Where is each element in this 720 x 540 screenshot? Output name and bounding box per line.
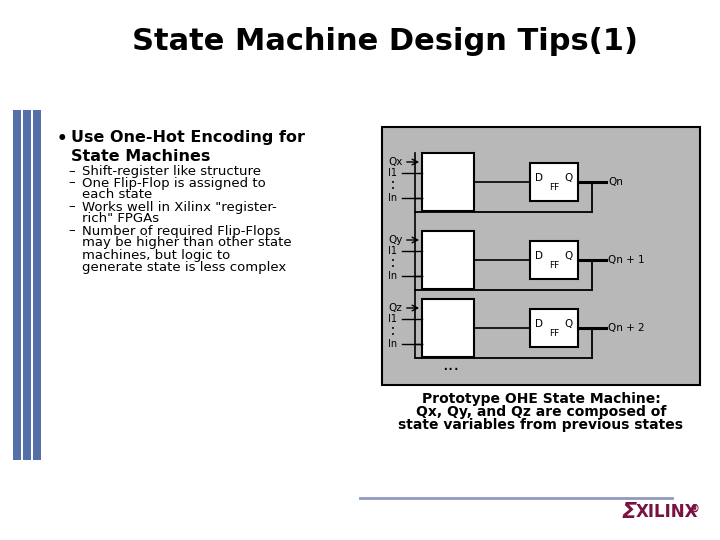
Bar: [530, 309, 578, 347]
Text: Q: Q: [564, 319, 573, 329]
Text: –: –: [68, 200, 75, 213]
Text: generate state is less complex: generate state is less complex: [82, 261, 287, 274]
Text: I1: I1: [388, 246, 397, 256]
Text: Qx: Qx: [388, 157, 402, 167]
Text: ®: ®: [690, 504, 700, 514]
Text: XILINX: XILINX: [636, 503, 698, 521]
Bar: [422, 153, 474, 211]
Text: Qn: Qn: [608, 177, 623, 187]
Bar: [382, 127, 700, 385]
Text: D: D: [535, 251, 543, 261]
Text: •: •: [391, 326, 395, 332]
Bar: [422, 231, 474, 289]
Text: •: •: [391, 186, 395, 192]
Text: –: –: [68, 165, 75, 178]
Text: •: •: [391, 332, 395, 338]
Text: D: D: [535, 173, 543, 183]
Text: Prototype OHE State Machine:: Prototype OHE State Machine:: [422, 392, 660, 406]
Text: machines, but logic to: machines, but logic to: [82, 248, 230, 261]
Text: ...: ...: [442, 356, 459, 374]
Text: Number of required Flip-Flops: Number of required Flip-Flops: [82, 225, 280, 238]
Text: I1: I1: [388, 314, 397, 324]
Text: may be higher than other state: may be higher than other state: [82, 236, 292, 249]
Text: Qy: Qy: [388, 235, 402, 245]
Text: Works well in Xilinx "register-: Works well in Xilinx "register-: [82, 200, 276, 213]
Text: I1: I1: [388, 168, 397, 178]
Bar: [422, 299, 474, 357]
Text: •: •: [57, 130, 68, 148]
Text: rich" FPGAs: rich" FPGAs: [82, 212, 159, 225]
Text: FF: FF: [549, 183, 559, 192]
Bar: [530, 163, 578, 201]
Text: State Machine Design Tips(1): State Machine Design Tips(1): [132, 28, 638, 57]
Text: •: •: [391, 264, 395, 270]
Text: One Flip-Flop is assigned to: One Flip-Flop is assigned to: [82, 177, 266, 190]
Bar: [23, 110, 31, 460]
Bar: [13, 110, 21, 460]
Text: –: –: [68, 177, 75, 190]
Text: •: •: [391, 258, 395, 264]
Text: In: In: [388, 339, 397, 349]
Text: Qn + 1: Qn + 1: [608, 255, 644, 265]
Text: Q: Q: [564, 173, 573, 183]
Text: Σ: Σ: [622, 502, 637, 522]
Text: FF: FF: [549, 260, 559, 269]
Text: state variables from previous states: state variables from previous states: [398, 418, 683, 432]
Text: In: In: [388, 193, 397, 203]
Text: In: In: [388, 271, 397, 281]
Text: Q: Q: [564, 251, 573, 261]
Text: Qx, Qy, and Qz are composed of: Qx, Qy, and Qz are composed of: [416, 405, 666, 419]
Text: Qn + 2: Qn + 2: [608, 323, 644, 333]
Text: Shift-register like structure: Shift-register like structure: [82, 165, 261, 178]
Bar: [530, 241, 578, 279]
Text: –: –: [68, 225, 75, 238]
Text: FF: FF: [549, 328, 559, 338]
Text: •: •: [391, 180, 395, 186]
Text: Qz: Qz: [388, 303, 402, 313]
Text: Use One-Hot Encoding for
State Machines: Use One-Hot Encoding for State Machines: [71, 130, 305, 164]
Text: D: D: [535, 319, 543, 329]
Text: each state: each state: [82, 188, 152, 201]
Bar: [33, 110, 41, 460]
